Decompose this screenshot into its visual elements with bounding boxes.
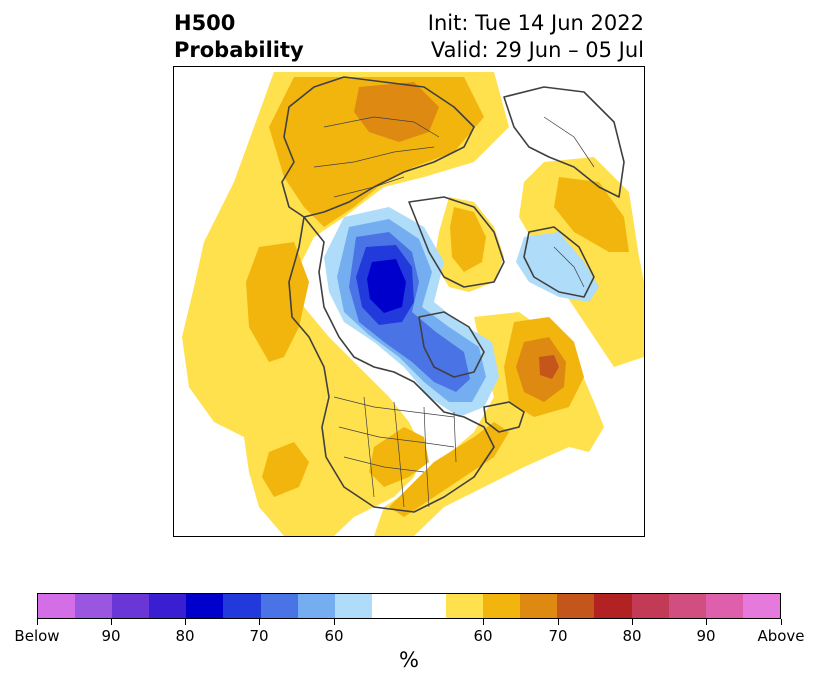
colorbar-tick [558, 619, 559, 625]
title-left: H500 Probability [174, 10, 304, 64]
title-variable: H500 [174, 11, 236, 35]
colorbar-swatch [260, 594, 298, 618]
colorbar-tick-label: Below [14, 627, 60, 645]
colorbar-tick-label: 60 [324, 627, 344, 645]
colorbar-units: % [399, 648, 419, 672]
colorbar-swatch [520, 594, 558, 618]
colorbar-tick-label: 70 [548, 627, 568, 645]
colorbar-swatch [297, 594, 335, 618]
colorbar-tick-label: Above [757, 627, 805, 645]
borders [313, 116, 595, 508]
colorbar-tick [334, 619, 335, 625]
colorbar-swatch [223, 594, 261, 618]
colorbar-swatch [149, 594, 187, 618]
colorbar-swatch [742, 594, 780, 618]
colorbar-tick-label: 90 [696, 627, 716, 645]
probability-map [182, 72, 644, 536]
colorbar-swatch [557, 594, 595, 618]
colorbar-swatch [186, 594, 224, 618]
colorbar-swatch [38, 594, 76, 618]
colorbar-tick [185, 619, 186, 625]
colorbar-tick [483, 619, 484, 625]
above-75-shading [539, 355, 559, 379]
colorbar-swatch [668, 594, 706, 618]
colorbar-tick-label: 80 [622, 627, 642, 645]
below-80-shading [367, 259, 406, 313]
colorbar-swatch [594, 594, 632, 618]
colorbar-swatch [112, 594, 150, 618]
colorbar-tick-label: 60 [473, 627, 493, 645]
colorbar-swatch [483, 594, 521, 618]
colorbar-tick [259, 619, 260, 625]
coastlines [281, 76, 625, 513]
colorbar-swatch [631, 594, 669, 618]
colorbar-tick [37, 619, 38, 625]
colorbar-swatch [334, 594, 372, 618]
colorbar-swatch [75, 594, 113, 618]
colorbar [37, 593, 781, 619]
colorbar-tick-label: 70 [249, 627, 269, 645]
valid-range: Valid: 29 Jun – 05 Jul [430, 38, 644, 62]
colorbar-swatch [705, 594, 743, 618]
colorbar-swatch [446, 594, 484, 618]
colorbar-tick [111, 619, 112, 625]
colorbar-swatch [371, 594, 447, 618]
colorbar-tick-label: 80 [175, 627, 195, 645]
colorbar-tick [706, 619, 707, 625]
title-right: Init: Tue 14 Jun 2022 Valid: 29 Jun – 05… [428, 10, 644, 64]
map-panel [173, 66, 645, 537]
colorbar-tick-label: 90 [101, 627, 121, 645]
colorbar-tick [632, 619, 633, 625]
colorbar-tick [781, 619, 782, 625]
title-product: Probability [174, 38, 304, 62]
init-date: Init: Tue 14 Jun 2022 [427, 11, 644, 35]
